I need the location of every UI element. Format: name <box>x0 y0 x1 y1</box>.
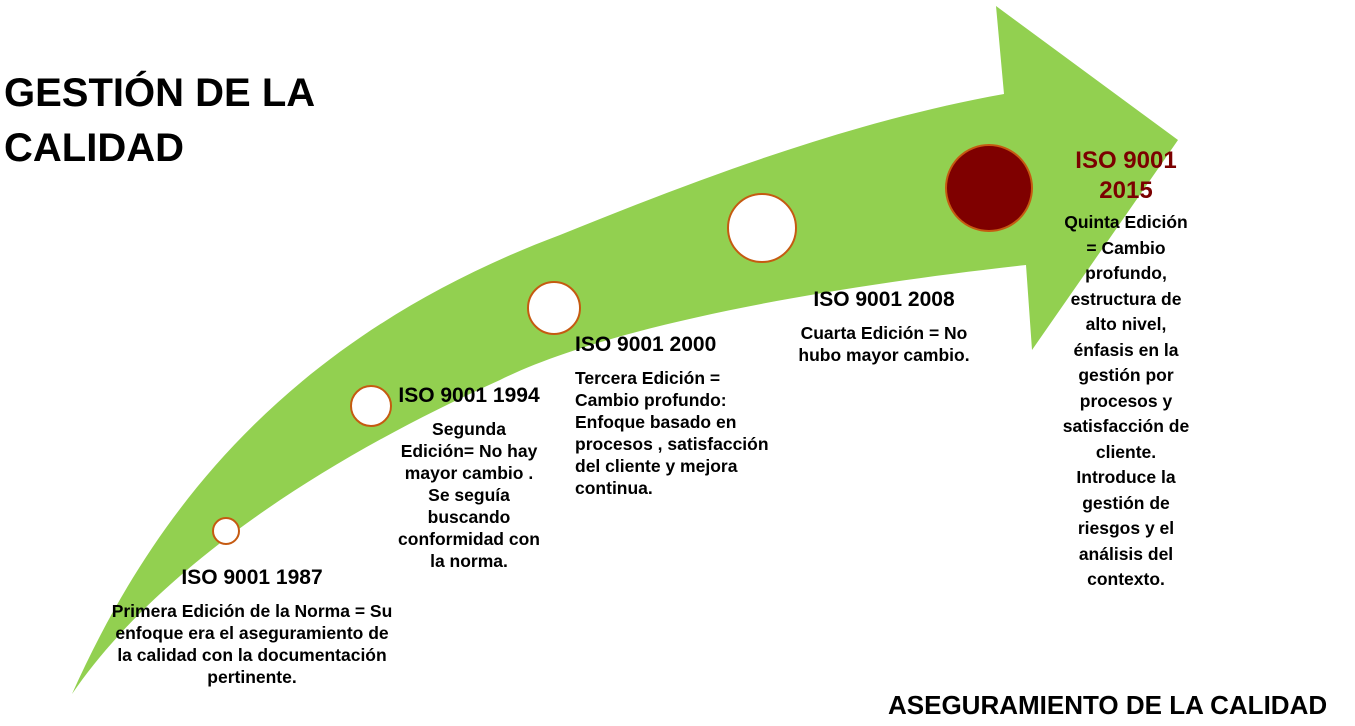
milestone-2015: ISO 9001 2015 Quinta Edición = Cambio pr… <box>1060 146 1192 593</box>
title-line-1: GESTIÓN DE LA <box>4 71 316 115</box>
milestone-heading: ISO 9001 1987 <box>181 566 323 589</box>
milestone-description: Cuarta Edición = No hubo mayor cambio. <box>798 323 970 365</box>
milestone-heading: ISO 9001 2008 <box>813 288 955 311</box>
milestone-marker-1994 <box>350 385 392 427</box>
milestone-marker-2008 <box>727 193 797 263</box>
milestone-marker-1987 <box>212 517 240 545</box>
milestone-heading: ISO 9001 1994 <box>398 384 540 407</box>
page-title: GESTIÓN DE LA CALIDAD <box>4 66 315 176</box>
footer-label: ASEGURAMIENTO DE LA CALIDAD <box>888 690 1328 720</box>
milestone-1994: ISO 9001 1994 Segunda Edición= No hay ma… <box>398 384 540 572</box>
title-line-2: CALIDAD <box>4 126 184 170</box>
milestone-description: Tercera Edición = Cambio profundo: Enfoq… <box>575 368 769 498</box>
milestone-description: Segunda Edición= No hay mayor cambio . S… <box>398 419 540 571</box>
milestone-1987: ISO 9001 1987 Primera Edición de la Norm… <box>106 566 398 688</box>
milestone-marker-2015 <box>945 144 1033 232</box>
milestone-2008: ISO 9001 2008 Cuarta Edición = No hubo m… <box>780 288 988 366</box>
milestone-description: Quinta Edición = Cambio profundo, estruc… <box>1062 212 1190 589</box>
milestone-marker-2000 <box>527 281 581 335</box>
milestone-heading: ISO 9001 2015 <box>1075 147 1177 204</box>
curved-arrow <box>72 6 1178 694</box>
milestone-description: Primera Edición de la Norma = Su enfoque… <box>111 601 393 687</box>
milestone-2000: ISO 9001 2000 Tercera Edición = Cambio p… <box>575 333 770 499</box>
milestone-heading: ISO 9001 2000 <box>575 333 717 356</box>
